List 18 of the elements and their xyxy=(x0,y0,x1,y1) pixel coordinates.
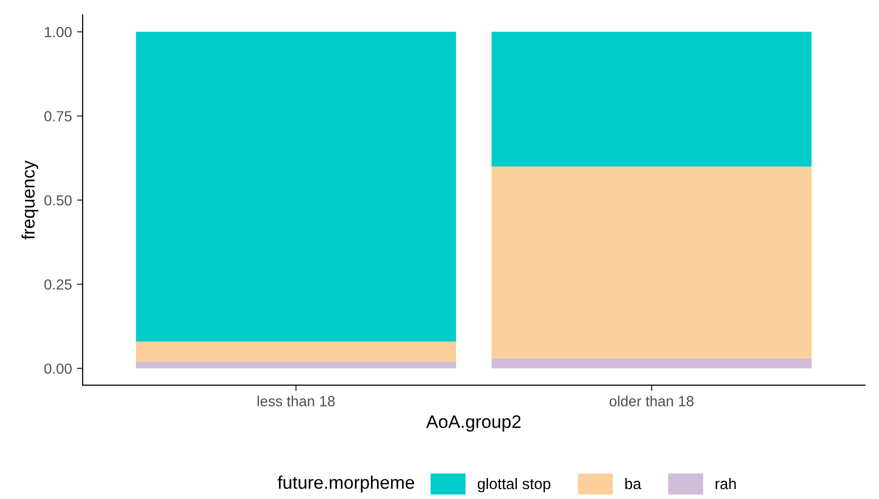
y-axis-title: frequency xyxy=(21,160,38,240)
y-tick-label: 0.25 xyxy=(44,279,72,290)
bar xyxy=(492,166,812,358)
bar xyxy=(492,358,812,368)
x-tick-label: older than 18 xyxy=(610,396,694,406)
legend-label: ba xyxy=(625,478,642,490)
x-tick-label: less than 18 xyxy=(258,396,335,406)
x-axis-title: AoA.group2 xyxy=(426,415,521,432)
legend-label: glottal stop xyxy=(478,478,550,492)
y-tick-label: 0.75 xyxy=(44,111,72,122)
y-tick-label: 0.50 xyxy=(44,195,72,206)
legend-title: future.morpheme xyxy=(278,476,414,492)
y-tick-label: 1.00 xyxy=(44,26,72,38)
bar xyxy=(136,362,456,368)
bar xyxy=(492,32,812,166)
bar xyxy=(136,341,456,362)
y-tick-label: 0.00 xyxy=(44,364,72,374)
legend-label: rah xyxy=(716,478,736,490)
